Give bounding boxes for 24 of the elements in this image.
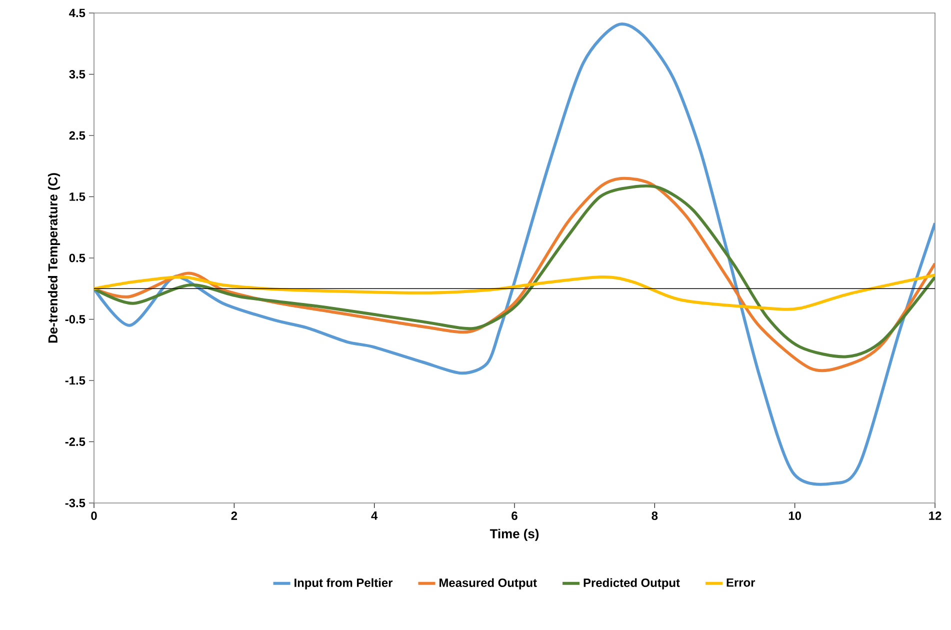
legend-label: Predicted Output [584, 578, 680, 590]
x-tick-label: 6 [512, 512, 518, 520]
legend-label: Error [726, 578, 756, 587]
x-tick-label: 0 [91, 512, 97, 520]
y-tick-label: -0.5 [65, 315, 86, 324]
y-tick-label: 3.5 [69, 70, 86, 78]
x-tick-label: 2 [231, 512, 238, 520]
x-axis-title: Time (s) [490, 528, 539, 541]
line-series [94, 274, 936, 311]
x-tick-label: 4 [371, 512, 378, 520]
y-tick-label: 2.5 [69, 131, 86, 140]
y-tick-label: -2.5 [65, 438, 86, 446]
line-series [94, 24, 936, 486]
legend-label: Input from Peltier [294, 578, 393, 590]
y-tick-label: 0.5 [69, 254, 86, 262]
x-tick-label: 10 [788, 512, 801, 520]
x-tick-label: 12 [929, 512, 942, 520]
y-tick-label: -1.5 [65, 376, 86, 385]
y-tick-label: 1.5 [70, 192, 86, 201]
y-tick-label: -3.5 [65, 498, 86, 508]
y-axis-title: De-trended Temperature (C) [48, 173, 60, 343]
y-tick-label: 4.5 [69, 8, 86, 18]
legend-label: Measured Output [440, 578, 537, 590]
x-tick-label: 8 [652, 512, 658, 520]
